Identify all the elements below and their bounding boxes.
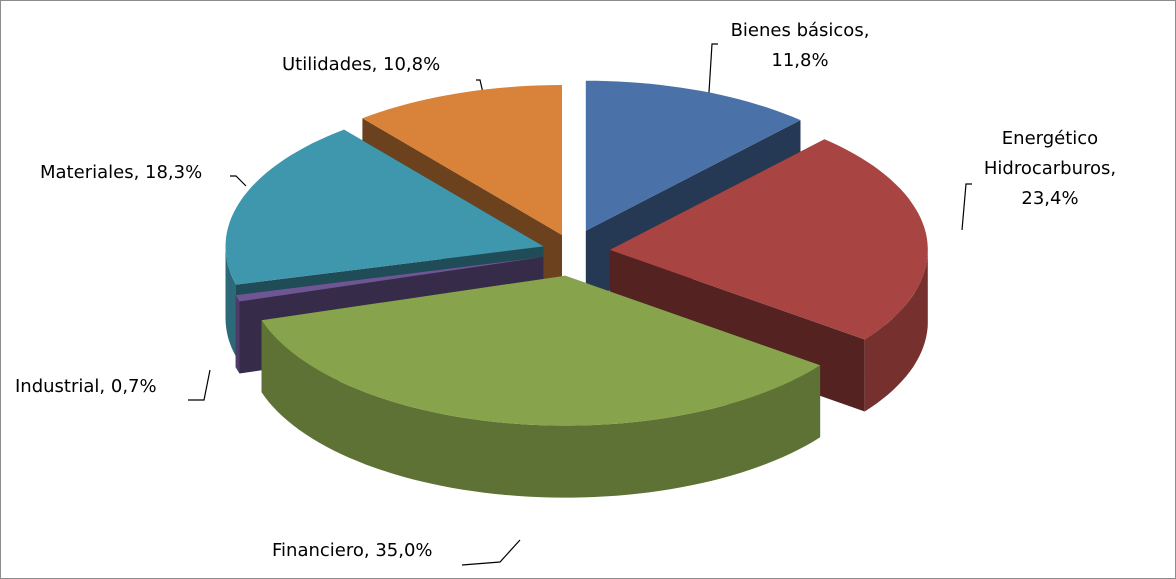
slice-wall [864,249,928,412]
slice-top [585,80,801,231]
slice-top [235,257,544,302]
data-label: Materiales, 18,3% [40,162,203,183]
leader-line [707,43,718,109]
slice-top [225,129,544,285]
leader-line [188,369,211,401]
data-label: Financiero, 35,0% [272,540,433,561]
slice-top [362,85,562,235]
slice-top [261,275,821,426]
leader-line [230,175,247,187]
leader-lines [188,43,972,566]
slice [261,275,821,498]
slice-wall [261,320,821,498]
data-label: Energético Hidrocarburos, 23,4% [983,128,1117,209]
slice-wall [235,295,240,374]
data-label: Utilidades, 10,8% [282,54,441,75]
data-label: Bienes básicos, 11,8% [730,20,870,71]
leader-line [461,539,521,566]
slice-top [609,139,928,340]
slice-wall [225,246,236,357]
pie [225,80,928,498]
data-label: Industrial, 0,7% [15,376,157,397]
leader-line [961,183,972,231]
